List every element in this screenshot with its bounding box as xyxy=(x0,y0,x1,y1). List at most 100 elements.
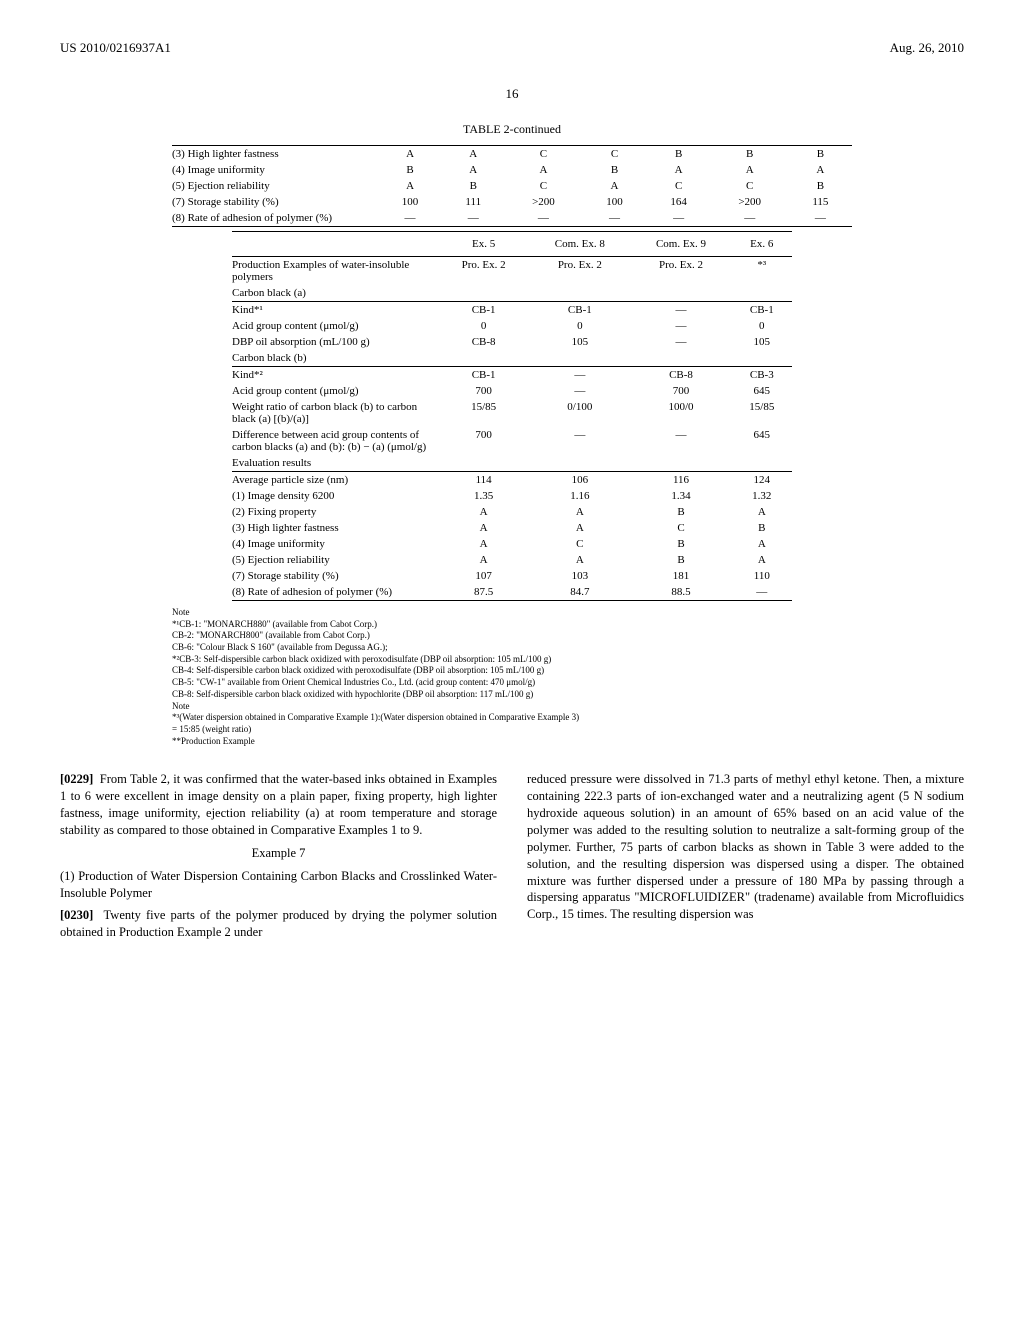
row-label: Acid group content (μmol/g) xyxy=(232,318,438,334)
cell: 100 xyxy=(378,194,442,210)
page-number: 16 xyxy=(60,86,964,102)
table-row: (4) Image uniformityACBA xyxy=(232,536,792,552)
cell: 103 xyxy=(529,568,630,584)
table-row: DBP oil absorption (mL/100 g)CB-8105—105 xyxy=(232,334,792,350)
row-label: (4) Image uniformity xyxy=(232,536,438,552)
cell: B xyxy=(630,536,731,552)
doc-date: Aug. 26, 2010 xyxy=(890,40,964,56)
row-label: (2) Fixing property xyxy=(232,504,438,520)
cell: A xyxy=(529,504,630,520)
table-row: (7) Storage stability (%)107103181110 xyxy=(232,568,792,584)
footnote-line: Note xyxy=(172,607,852,619)
cell: 181 xyxy=(630,568,731,584)
cell: 1.35 xyxy=(438,488,529,504)
cell: CB-8 xyxy=(438,334,529,350)
cell: >200 xyxy=(504,194,582,210)
row-label: (3) High lighter fastness xyxy=(172,146,378,163)
cell: A xyxy=(438,536,529,552)
cell xyxy=(529,285,630,302)
cell: 0 xyxy=(438,318,529,334)
cell: 84.7 xyxy=(529,584,630,601)
table-row: (3) High lighter fastnessAACCBBB xyxy=(172,146,852,163)
cell: 700 xyxy=(630,383,731,399)
table-title-1: TABLE 2-continued xyxy=(60,122,964,137)
table-row: (5) Ejection reliabilityAABA xyxy=(232,552,792,568)
cell: 1.32 xyxy=(732,488,792,504)
cell: 645 xyxy=(732,383,792,399)
cell: C xyxy=(582,146,646,163)
cell: 0/100 xyxy=(529,399,630,427)
table-row: Difference between acid group contents o… xyxy=(232,427,792,455)
cell: — xyxy=(529,367,630,384)
row-label: Kind*¹ xyxy=(232,302,438,319)
cell: C xyxy=(529,536,630,552)
footnote-line: Note xyxy=(172,701,852,713)
cell: A xyxy=(378,146,442,163)
cell: 115 xyxy=(789,194,852,210)
cell xyxy=(732,285,792,302)
cell: B xyxy=(378,162,442,178)
cell: 110 xyxy=(732,568,792,584)
row-label: Carbon black (b) xyxy=(232,350,438,367)
row-label: (5) Ejection reliability xyxy=(172,178,378,194)
footnote-line: *²CB-3: Self-dispersible carbon black ox… xyxy=(172,654,852,666)
row-label: Difference between acid group contents o… xyxy=(232,427,438,455)
cell: 0 xyxy=(529,318,630,334)
cell: 106 xyxy=(529,472,630,489)
col-header: Ex. 5 xyxy=(438,232,529,257)
footnotes: Note*¹CB-1: "MONARCH880" (available from… xyxy=(172,607,852,747)
row-label: (7) Storage stability (%) xyxy=(172,194,378,210)
cell: A xyxy=(442,162,504,178)
paragraph-0230-right: reduced pressure were dissolved in 71.3 … xyxy=(527,771,964,923)
cell: 1.16 xyxy=(529,488,630,504)
cell: 700 xyxy=(438,383,529,399)
cell: — xyxy=(630,302,731,319)
cell: — xyxy=(732,584,792,601)
cell xyxy=(529,455,630,472)
row-label: (8) Rate of adhesion of polymer (%) xyxy=(172,210,378,227)
cell: B xyxy=(789,146,852,163)
cell: 1.34 xyxy=(630,488,731,504)
cell xyxy=(630,455,731,472)
cell: 116 xyxy=(630,472,731,489)
cell: Pro. Ex. 2 xyxy=(438,257,529,286)
row-label: (3) High lighter fastness xyxy=(232,520,438,536)
cell: B xyxy=(630,552,731,568)
footnote-line: CB-4: Self-dispersible carbon black oxid… xyxy=(172,665,852,677)
cell: 100/0 xyxy=(630,399,731,427)
cell: CB-1 xyxy=(732,302,792,319)
row-label: (4) Image uniformity xyxy=(172,162,378,178)
cell: A xyxy=(732,504,792,520)
cell: 88.5 xyxy=(630,584,731,601)
footnote-line: = 15:85 (weight ratio) xyxy=(172,724,852,736)
cell: 100 xyxy=(582,194,646,210)
cell: B xyxy=(732,520,792,536)
cell: A xyxy=(732,552,792,568)
blank-header xyxy=(232,232,438,257)
table-row: Weight ratio of carbon black (b) to carb… xyxy=(232,399,792,427)
cell: CB-1 xyxy=(438,367,529,384)
table-row: (2) Fixing propertyAABA xyxy=(232,504,792,520)
cell: — xyxy=(789,210,852,227)
cell: 87.5 xyxy=(438,584,529,601)
cell: CB-1 xyxy=(438,302,529,319)
cell: 700 xyxy=(438,427,529,455)
cell: A xyxy=(438,520,529,536)
col-header: Com. Ex. 8 xyxy=(529,232,630,257)
cell: A xyxy=(529,520,630,536)
cell: — xyxy=(378,210,442,227)
cell: 124 xyxy=(732,472,792,489)
para-num: [0230] xyxy=(60,908,93,922)
footnote-line: **Production Example xyxy=(172,736,852,748)
cell: B xyxy=(789,178,852,194)
table-row: Carbon black (b) xyxy=(232,350,792,367)
row-label: (1) Image density 6200 xyxy=(232,488,438,504)
row-label: DBP oil absorption (mL/100 g) xyxy=(232,334,438,350)
cell: 164 xyxy=(647,194,711,210)
table-row: (5) Ejection reliabilityABCACCB xyxy=(172,178,852,194)
cell: C xyxy=(504,178,582,194)
cell: — xyxy=(711,210,789,227)
table-row: (7) Storage stability (%)100111>20010016… xyxy=(172,194,852,210)
footnote-line: CB-5: "CW-1" available from Orient Chemi… xyxy=(172,677,852,689)
body-text: [0229] From Table 2, it was confirmed th… xyxy=(60,771,964,941)
